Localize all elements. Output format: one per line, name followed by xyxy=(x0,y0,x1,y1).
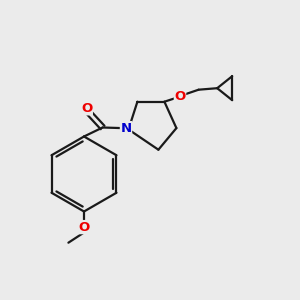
Text: N: N xyxy=(120,122,132,135)
Text: O: O xyxy=(174,90,186,103)
Text: O: O xyxy=(78,220,90,234)
Text: O: O xyxy=(81,102,92,115)
